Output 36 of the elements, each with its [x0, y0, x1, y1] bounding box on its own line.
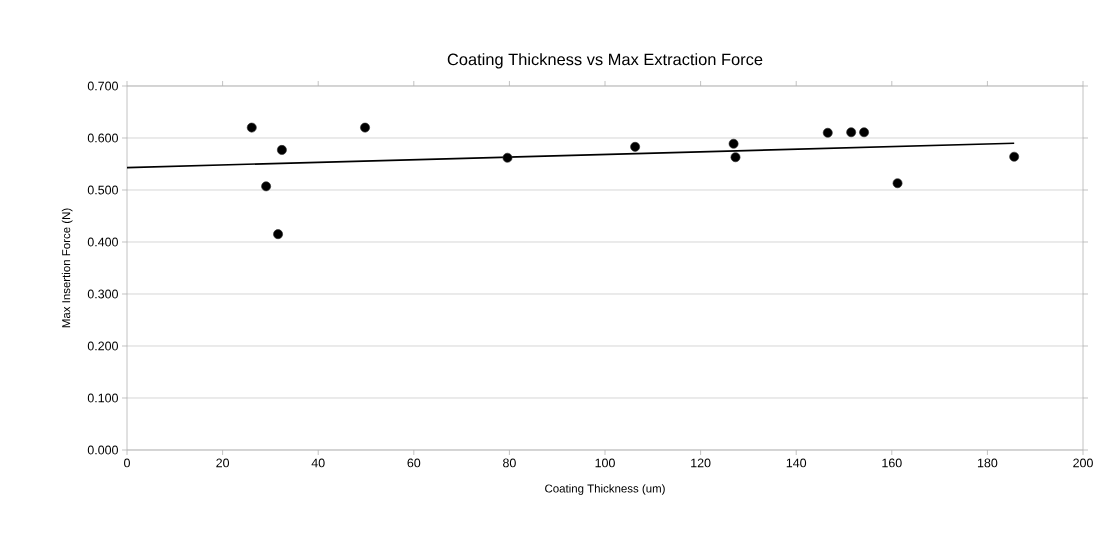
chart-title: Coating Thickness vs Max Extraction Force	[447, 53, 763, 69]
y-axis-title: Max Insertion Force (N)	[61, 208, 73, 328]
point	[277, 145, 287, 155]
y-tick-label: 0.300	[87, 289, 118, 299]
x-tick-label: 60	[407, 458, 421, 468]
point	[892, 178, 903, 189]
point	[822, 127, 833, 138]
point	[728, 138, 739, 149]
y-tick-label: 0.200	[87, 341, 118, 351]
point	[1009, 151, 1020, 162]
y-tick-label: 0.000	[87, 445, 118, 455]
y-tick-label: 0.100	[87, 393, 118, 403]
y-tick-label: 0.400	[87, 237, 118, 247]
x-tick-label: 200	[1073, 458, 1093, 468]
x-tick-label: 40	[311, 458, 325, 468]
point	[846, 127, 857, 138]
point	[630, 141, 640, 152]
y-tick-label: 0.500	[87, 185, 118, 195]
point	[730, 152, 741, 163]
x-tick-label: 120	[691, 458, 711, 468]
point	[360, 122, 370, 133]
x-axis-title: Coating Thickness (um)	[545, 484, 665, 495]
point	[502, 152, 513, 163]
y-tick-label: 0.700	[87, 81, 118, 91]
x-tick-label: 100	[595, 458, 615, 468]
point	[273, 229, 283, 240]
y-tick-label: 0.600	[87, 133, 118, 143]
x-tick-label: 20	[216, 458, 230, 468]
x-tick-label: 180	[977, 458, 998, 468]
point	[261, 181, 271, 192]
x-tick-label: 160	[882, 458, 902, 468]
x-tick-label: 140	[786, 458, 807, 468]
point	[246, 122, 257, 133]
x-tick-label: 80	[503, 458, 516, 468]
x-tick-label: 0	[124, 458, 130, 468]
point	[859, 127, 869, 138]
